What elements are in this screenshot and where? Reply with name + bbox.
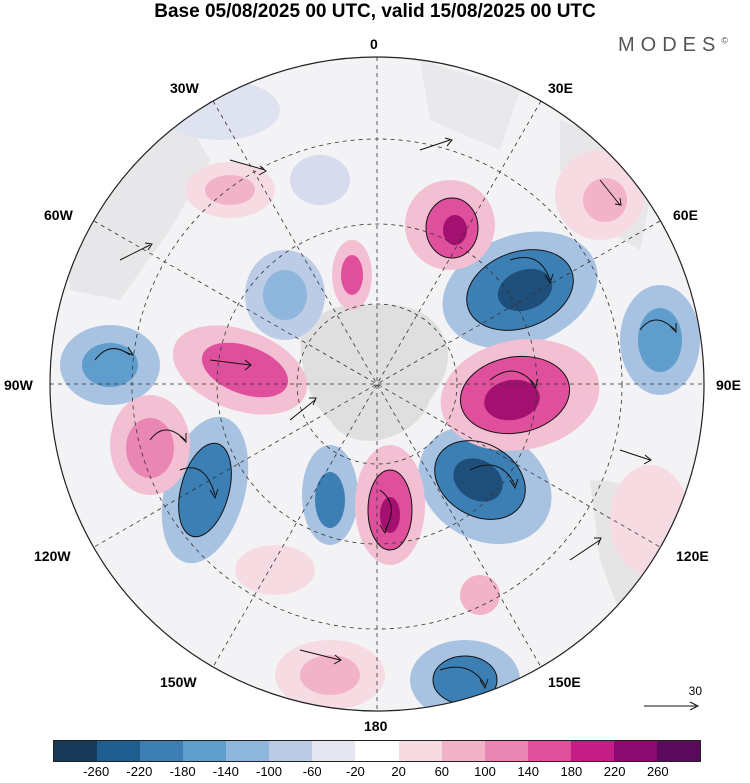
map-disc	[50, 57, 704, 711]
map-title: Base 05/08/2025 00 UTC, valid 15/08/2025…	[154, 1, 596, 22]
label-30e: 30E	[548, 80, 573, 96]
colorbar	[53, 740, 701, 762]
map-boundary	[49, 56, 705, 712]
graticule	[50, 57, 704, 711]
colorbar-swatch	[226, 741, 270, 761]
colorbar-tick-label: -220	[126, 764, 153, 779]
colorbar-swatch	[441, 741, 485, 761]
positive-anomalies	[110, 150, 690, 710]
colorbar-swatch	[398, 741, 442, 761]
colorbar-tick-label: -140	[212, 764, 239, 779]
colorbar-swatch	[355, 741, 399, 761]
colorbar-swatch	[97, 741, 141, 761]
label-0: 0	[370, 36, 378, 52]
colorbar-swatch	[269, 741, 313, 761]
colorbar-tick-label: 180	[560, 764, 583, 779]
colorbar-swatch	[656, 741, 700, 761]
colorbar-swatch	[183, 741, 227, 761]
colorbar-tick-label: 60	[434, 764, 450, 779]
colorbar-swatch	[484, 741, 528, 761]
colorbar-swatch	[570, 741, 614, 761]
label-30w: 30W	[170, 80, 199, 96]
label-120w: 120W	[34, 548, 71, 564]
colorbar-tick-label: 20	[391, 764, 406, 779]
colorbar-swatch	[54, 741, 98, 761]
colorbar-ticks: -260 -220 -180 -140 -100 -60 -20 20 60 100 140 180 2…	[53, 764, 701, 780]
colorbar-tick-label: -100	[255, 764, 283, 779]
copyright-mark: ©	[721, 35, 728, 46]
label-60w: 60W	[44, 207, 73, 223]
reference-vector-label: 30	[688, 684, 702, 698]
brand-text: MODES	[618, 34, 722, 56]
colorbar-tick-label: 140	[517, 764, 540, 779]
wind-vectors	[94, 137, 677, 690]
modes-logo: MODES©	[618, 34, 728, 57]
label-90w: 90W	[4, 377, 33, 393]
label-90e: 90E	[716, 377, 741, 393]
colorbar-swatch	[527, 741, 571, 761]
colorbar-tick-label: -60	[302, 764, 322, 779]
label-150e: 150E	[548, 674, 581, 690]
colorbar-tick-label: -20	[345, 764, 365, 779]
label-60e: 60E	[673, 207, 698, 223]
label-120e: 120E	[676, 548, 709, 564]
colorbar-tick-label: 100	[474, 764, 496, 779]
reference-vector-arrow	[644, 701, 700, 711]
colorbar-tick-label: -180	[169, 764, 196, 779]
colorbar-swatch	[613, 741, 657, 761]
label-150w: 150W	[160, 674, 197, 690]
colorbar-swatch	[140, 741, 184, 761]
colorbar-tick-label: 220	[603, 764, 626, 779]
label-180: 180	[364, 718, 388, 734]
colorbar-tick-label: -260	[83, 764, 110, 779]
colorbar-tick-label: 260	[646, 764, 669, 779]
colorbar-swatch	[312, 741, 356, 761]
